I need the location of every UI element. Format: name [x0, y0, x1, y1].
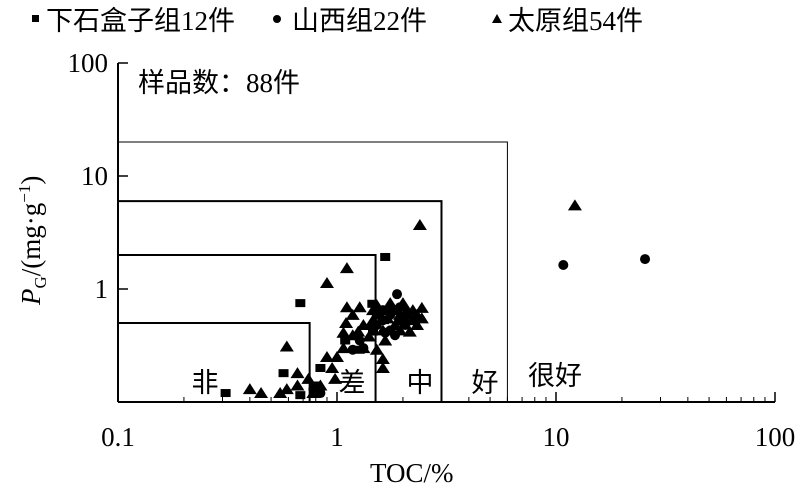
point-triangle: [567, 199, 582, 211]
point-triangle: [362, 330, 377, 342]
point-triangle: [279, 340, 294, 352]
point-triangle: [405, 304, 420, 316]
point-triangle: [369, 343, 384, 355]
x-tick-label: 10: [543, 422, 570, 452]
point-square: [367, 327, 378, 336]
point-triangle: [301, 372, 316, 384]
y-tick-label: 10: [81, 161, 108, 191]
data-points: [220, 199, 651, 400]
legend-marker-square: [32, 15, 39, 22]
point-triangle: [414, 301, 429, 313]
point-triangle: [325, 361, 340, 373]
point-triangle: [383, 297, 398, 309]
point-square: [380, 252, 391, 261]
y-label-unit: /(mg·g: [16, 203, 46, 277]
point-triangle: [371, 306, 386, 318]
point-triangle: [380, 312, 395, 324]
point-triangle: [352, 301, 367, 313]
point-triangle: [375, 361, 390, 373]
zone-box-3: [118, 141, 508, 402]
sample-count-annotation: 样品数：88件: [138, 68, 300, 98]
point-circle: [392, 289, 403, 300]
point-triangle: [369, 299, 384, 311]
zone-box-2: [118, 200, 443, 402]
y-label-sub: G: [31, 276, 50, 288]
y-axis-label: PG/(mg·g−1): [15, 176, 50, 306]
legend-label-1: 山西组22件: [292, 6, 427, 36]
zone-label-3: 好: [472, 368, 499, 398]
point-triangle: [279, 383, 294, 395]
point-triangle: [393, 324, 408, 336]
point-triangle: [254, 387, 269, 399]
point-square: [315, 363, 326, 372]
legend-label-0: 下石盒子组12件: [46, 6, 235, 36]
legend-marker-circle: [273, 15, 281, 23]
legend-label-2: 太原组54件: [508, 6, 643, 36]
point-triangle: [328, 372, 343, 384]
legend: 下石盒子组12件 山西组22件 太原组54件: [32, 6, 643, 36]
point-triangle: [339, 262, 354, 274]
zone-boxes: [118, 141, 508, 402]
point-square: [295, 299, 306, 308]
point-triangle: [395, 297, 410, 309]
zone-label-2: 中: [407, 368, 434, 398]
point-square: [340, 336, 351, 345]
point-triangle: [351, 325, 366, 337]
axes: 0.1 1 10 100 1 10 100: [68, 48, 796, 452]
point-triangle: [398, 312, 413, 324]
point-circle: [347, 344, 358, 355]
point-square: [278, 369, 289, 378]
y-label-end: ): [16, 176, 46, 185]
point-triangle: [242, 383, 257, 395]
point-triangle: [319, 351, 334, 363]
zone-label-1: 差: [339, 368, 366, 398]
point-triangle: [375, 324, 390, 336]
x-axis-label: TOC/%: [370, 458, 454, 488]
point-triangle: [410, 319, 425, 331]
point-triangle: [336, 342, 351, 354]
point-triangle: [290, 367, 305, 379]
y-label-p: P: [16, 289, 46, 307]
point-triangle: [365, 314, 380, 326]
point-triangle: [356, 319, 371, 331]
point-triangle: [345, 308, 360, 320]
zone-labels: 非 差 中 好很好: [192, 361, 583, 398]
point-triangle: [378, 334, 393, 346]
y-tick-label: 100: [68, 48, 109, 78]
y-label-sup: −1: [15, 185, 34, 203]
zone-label-0: 非: [192, 368, 219, 398]
point-circle: [640, 254, 651, 265]
point-triangle: [383, 304, 398, 316]
x-tick-label: 1: [330, 422, 344, 452]
point-triangle: [336, 326, 351, 338]
point-circle: [558, 260, 569, 271]
point-triangle: [339, 317, 354, 329]
zone-label-4: 很好: [528, 361, 582, 391]
legend-marker-triangle: [492, 14, 502, 23]
point-triangle: [319, 277, 334, 289]
point-triangle: [313, 379, 328, 391]
point-triangle: [412, 219, 427, 231]
point-triangle: [356, 342, 371, 354]
point-triangle: [402, 325, 417, 337]
x-tick-label: 100: [755, 422, 796, 452]
point-square: [295, 391, 306, 400]
point-triangle: [414, 312, 429, 324]
point-square: [220, 389, 231, 398]
x-tick-label: 0.1: [101, 422, 135, 452]
point-triangle: [339, 301, 354, 313]
point-triangle: [306, 387, 321, 399]
point-square: [367, 299, 378, 308]
point-triangle: [330, 351, 344, 363]
y-tick-label: 1: [95, 274, 109, 304]
point-triangle: [290, 379, 305, 391]
point-triangle: [273, 387, 288, 399]
point-triangle: [375, 353, 390, 365]
